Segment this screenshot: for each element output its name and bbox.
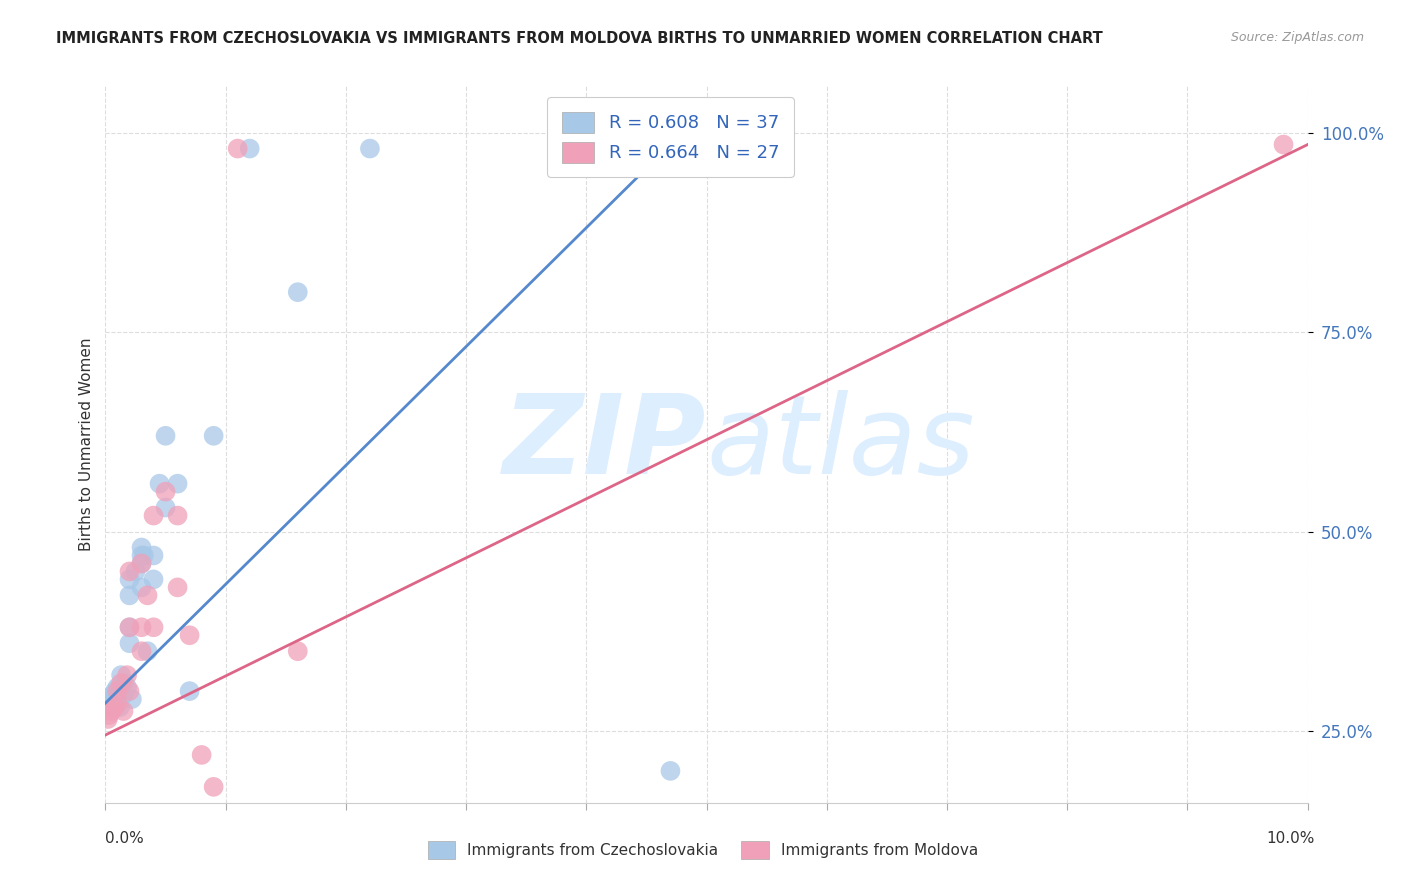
Legend: Immigrants from Czechoslovakia, Immigrants from Moldova: Immigrants from Czechoslovakia, Immigran… bbox=[420, 834, 986, 866]
Point bbox=[202, 429, 225, 443]
Text: 0.0%: 0.0% bbox=[105, 831, 145, 846]
Point bbox=[287, 285, 309, 300]
Point bbox=[118, 620, 141, 634]
Point bbox=[179, 684, 201, 698]
Point bbox=[131, 644, 153, 658]
Point bbox=[131, 557, 153, 571]
Point bbox=[104, 700, 127, 714]
Point bbox=[142, 573, 165, 587]
Y-axis label: Births to Unmarried Women: Births to Unmarried Women bbox=[79, 337, 94, 550]
Point bbox=[104, 684, 127, 698]
Point bbox=[136, 588, 159, 602]
Point bbox=[97, 712, 120, 726]
Point bbox=[100, 704, 122, 718]
Point bbox=[136, 644, 159, 658]
Point bbox=[659, 137, 682, 152]
Point bbox=[190, 747, 212, 762]
Point bbox=[107, 680, 129, 694]
Text: IMMIGRANTS FROM CZECHOSLOVAKIA VS IMMIGRANTS FROM MOLDOVA BIRTHS TO UNMARRIED WO: IMMIGRANTS FROM CZECHOSLOVAKIA VS IMMIGR… bbox=[56, 31, 1102, 46]
Point bbox=[166, 508, 188, 523]
Point bbox=[100, 692, 122, 706]
Point bbox=[115, 680, 138, 694]
Point bbox=[118, 588, 141, 602]
Point bbox=[107, 688, 129, 702]
Point bbox=[359, 142, 381, 156]
Point bbox=[112, 704, 135, 718]
Point bbox=[1272, 137, 1295, 152]
Point bbox=[202, 780, 225, 794]
Point bbox=[142, 620, 165, 634]
Point bbox=[107, 696, 129, 710]
Point bbox=[118, 565, 141, 579]
Point bbox=[131, 581, 153, 595]
Point bbox=[115, 668, 138, 682]
Point bbox=[166, 581, 188, 595]
Point bbox=[131, 620, 153, 634]
Point bbox=[112, 676, 135, 690]
Point bbox=[155, 500, 177, 515]
Point bbox=[179, 628, 201, 642]
Text: ZIP: ZIP bbox=[503, 391, 707, 497]
Point bbox=[110, 676, 132, 690]
Point bbox=[166, 476, 188, 491]
Point bbox=[239, 142, 262, 156]
Legend: R = 0.608   N = 37, R = 0.664   N = 27: R = 0.608 N = 37, R = 0.664 N = 27 bbox=[547, 97, 793, 177]
Point bbox=[121, 692, 143, 706]
Point bbox=[118, 684, 141, 698]
Point bbox=[98, 708, 121, 723]
Point bbox=[142, 549, 165, 563]
Text: Source: ZipAtlas.com: Source: ZipAtlas.com bbox=[1230, 31, 1364, 45]
Point bbox=[107, 684, 129, 698]
Point bbox=[131, 549, 153, 563]
Point bbox=[287, 644, 309, 658]
Point bbox=[155, 429, 177, 443]
Text: 10.0%: 10.0% bbox=[1267, 831, 1315, 846]
Point bbox=[124, 565, 146, 579]
Point bbox=[131, 557, 153, 571]
Point bbox=[98, 696, 121, 710]
Text: atlas: atlas bbox=[707, 391, 976, 497]
Point bbox=[118, 636, 141, 650]
Point bbox=[98, 700, 121, 714]
Point bbox=[148, 476, 170, 491]
Point bbox=[142, 508, 165, 523]
Point bbox=[132, 549, 155, 563]
Point bbox=[101, 688, 124, 702]
Point bbox=[155, 484, 177, 499]
Point bbox=[131, 541, 153, 555]
Point bbox=[110, 668, 132, 682]
Point bbox=[118, 620, 141, 634]
Point bbox=[226, 142, 249, 156]
Point bbox=[118, 573, 141, 587]
Point bbox=[108, 700, 131, 714]
Point bbox=[112, 688, 135, 702]
Point bbox=[659, 764, 682, 778]
